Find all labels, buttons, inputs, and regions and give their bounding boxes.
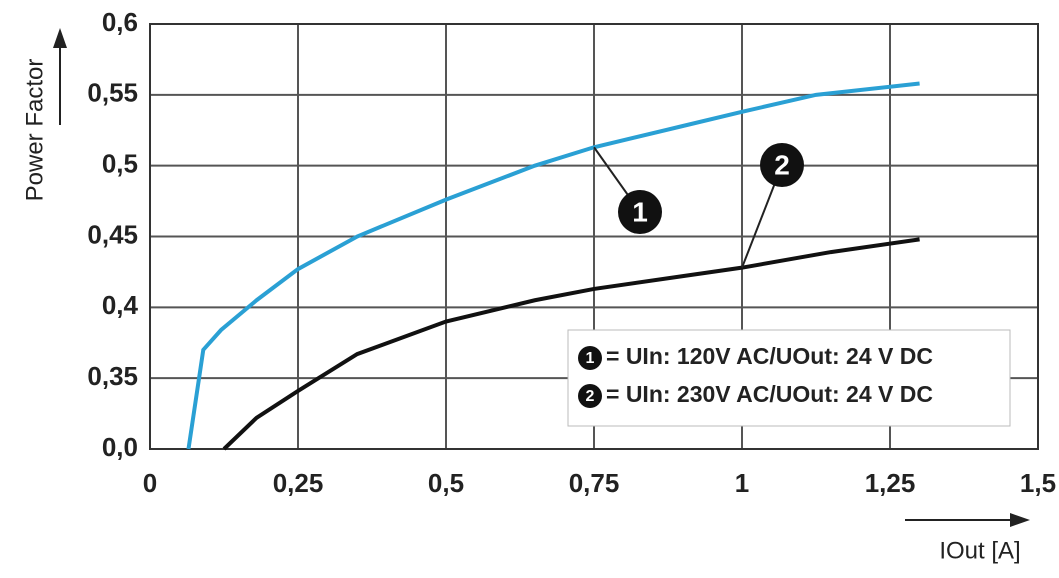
legend-label: = UIn: 230V AC/UOut: 24 V DC — [606, 381, 933, 407]
x-tick-label: 0,25 — [273, 468, 324, 498]
x-tick-label: 1,25 — [865, 468, 916, 498]
y-arrow-head — [53, 28, 67, 48]
legend-marker-label: 2 — [586, 388, 595, 405]
x-tick-label: 0,75 — [569, 468, 620, 498]
curve-marker-label: 2 — [774, 149, 790, 180]
curve-marker — [760, 143, 804, 187]
x-arrow-head — [1010, 513, 1030, 527]
x-tick-label: 0,5 — [428, 468, 464, 498]
y-tick-label: 0,0 — [102, 432, 138, 462]
y-tick-label: 0,6 — [102, 7, 138, 37]
line-series — [186, 81, 920, 450]
y-tick-label: 0,45 — [87, 219, 138, 249]
y-tick-label: 0,5 — [102, 149, 138, 179]
y-tick-label: 0,4 — [102, 290, 139, 320]
line-series — [222, 237, 920, 451]
y-tick-label: 0,55 — [87, 78, 138, 108]
legend-marker-label: 1 — [586, 350, 595, 367]
x-tick-label: 1 — [735, 468, 749, 498]
legend-marker — [578, 384, 602, 408]
x-tick-label: 1,5 — [1020, 468, 1056, 498]
y-axis-label: Power Factor — [21, 59, 48, 202]
plot-frame — [149, 23, 1039, 450]
curve-marker-label: 1 — [632, 196, 648, 227]
x-axis-label: IOut [A] — [939, 537, 1020, 564]
y-tick-label: 0,35 — [87, 361, 138, 391]
x-tick-label: 0 — [143, 468, 157, 498]
legend-label: = UIn: 120V AC/UOut: 24 V DC — [606, 343, 933, 369]
curve-marker — [618, 190, 662, 234]
legend-marker — [578, 346, 602, 370]
legend-box — [567, 329, 1011, 427]
